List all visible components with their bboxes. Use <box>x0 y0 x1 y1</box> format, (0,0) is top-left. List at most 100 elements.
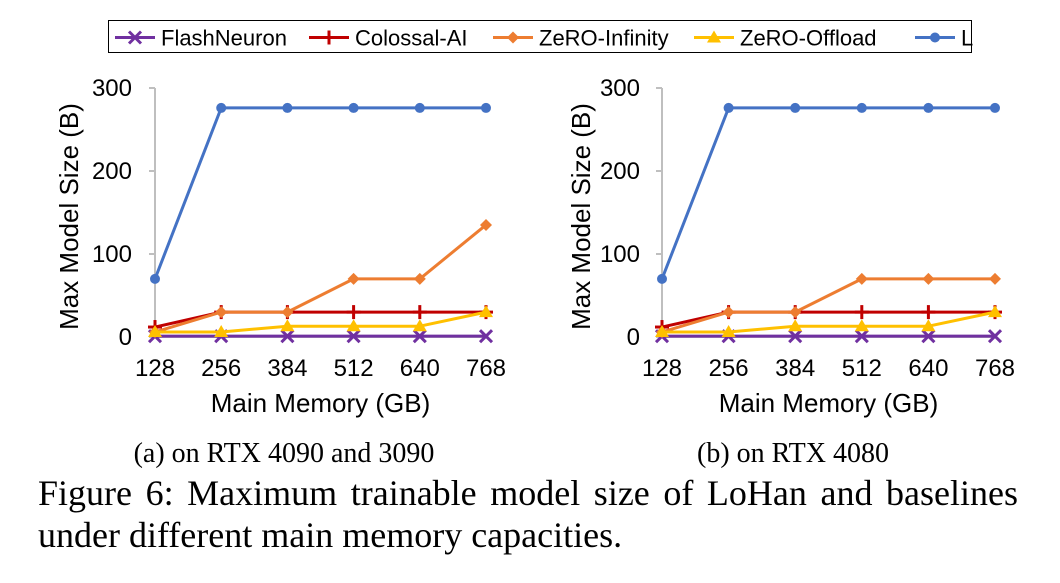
data-point <box>479 305 493 318</box>
legend-label: FlashNeuron <box>161 26 287 51</box>
x-tick-label: 128 <box>135 355 175 382</box>
data-point <box>854 329 869 344</box>
data-point <box>722 306 735 319</box>
data-point <box>989 272 1001 285</box>
data-point <box>348 102 359 113</box>
data-point <box>988 305 1002 318</box>
series-line <box>662 310 996 334</box>
x-tick-label: 640 <box>908 355 948 382</box>
data-point <box>923 102 934 113</box>
data-point <box>921 305 936 320</box>
chart-panel-a: 0 100 200 300 128 256 384 512 640 768 Main Memory … <box>54 75 506 469</box>
legend-label: ZeRO-Infinity <box>539 26 669 51</box>
y-tick-label: 300 <box>92 75 132 102</box>
data-point <box>990 102 1000 113</box>
series-lohan <box>657 102 1000 284</box>
data-point <box>655 325 669 338</box>
legend: FlashNeuron Colossal-AI ZeRO-Infinity ZeRO-… <box>108 20 973 53</box>
legend-label: ZeRO-Offload <box>740 26 877 51</box>
data-point <box>282 102 293 113</box>
x-tick-label: 512 <box>842 355 882 382</box>
legend-item-lohan: LoHan <box>915 26 973 51</box>
data-point <box>150 273 160 284</box>
data-point <box>346 329 361 344</box>
y-tick-label: 0 <box>119 324 132 351</box>
data-point <box>921 319 936 332</box>
data-point <box>788 329 803 344</box>
data-point <box>921 329 936 344</box>
series-line <box>660 106 995 280</box>
data-point <box>721 325 736 338</box>
charts: 0 100 200 300 128 256 384 512 640 768 Main Memory … <box>54 75 1015 469</box>
x-tick-label: 256 <box>709 355 749 382</box>
series-line <box>661 277 995 334</box>
x-tick-label: 768 <box>975 355 1015 382</box>
legend-item-zero-offload: ZeRO-Offload <box>694 26 877 51</box>
legend-label: Colossal-AI <box>355 26 467 51</box>
data-point <box>214 325 229 338</box>
data-point <box>216 102 227 113</box>
data-point <box>480 218 492 231</box>
data-point <box>856 102 867 113</box>
series-zero-infinity <box>149 218 492 339</box>
x-tick-label: 384 <box>267 355 307 382</box>
y-tick-label: 100 <box>600 241 640 268</box>
data-point <box>854 305 869 320</box>
data-point <box>215 306 228 319</box>
data-point <box>347 272 360 285</box>
series-line <box>155 310 487 334</box>
circle-marker <box>930 32 940 43</box>
x-tick-label: 256 <box>201 355 241 382</box>
triangle-marker <box>707 30 721 43</box>
chart-panel-b: 0 100 200 300 128 256 384 512 640 768 Main Memory … <box>566 75 1015 469</box>
y-tick-label: 0 <box>627 324 640 351</box>
data-point <box>412 305 427 320</box>
figure-caption: Figure 6: Maximum trainable model size o… <box>38 473 1018 555</box>
data-point <box>478 329 494 344</box>
y-axis-label: Max Model Size (B) <box>566 103 596 330</box>
data-point <box>413 272 426 285</box>
y-tick-label: 100 <box>92 241 132 268</box>
y-tick-label: 300 <box>600 75 640 102</box>
chart-subtitle: (a) on RTX 4090 and 3090 <box>134 438 435 469</box>
plus-marker <box>322 30 336 45</box>
data-point <box>412 329 427 344</box>
y-tick-label: 200 <box>92 158 132 185</box>
data-point <box>790 102 801 113</box>
data-point <box>922 272 935 285</box>
data-point <box>281 306 294 319</box>
data-point <box>855 272 868 285</box>
x-tick-label: 640 <box>400 355 440 382</box>
legend-label: LoHan <box>961 26 973 51</box>
data-point <box>854 319 869 332</box>
x-tick-label: 128 <box>642 355 682 382</box>
data-point <box>723 102 734 113</box>
series-zero-offload <box>655 305 1002 338</box>
data-point <box>414 102 425 113</box>
data-point <box>657 273 667 284</box>
legend-entries: FlashNeuron Colossal-AI ZeRO-Infinity ZeRO-… <box>115 26 973 51</box>
x-marker <box>127 30 143 45</box>
legend-item-colossal-ai: Colossal-AI <box>309 26 467 51</box>
series-lohan <box>150 102 491 284</box>
y-axis-label: Max Model Size (B) <box>54 103 84 330</box>
data-point <box>987 329 1003 344</box>
x-axis-label: Main Memory (GB) <box>719 388 939 418</box>
x-axis-label: Main Memory (GB) <box>211 388 431 418</box>
data-point <box>412 319 427 332</box>
data-point <box>789 306 802 319</box>
y-tick-label: 200 <box>600 158 640 185</box>
diamond-marker <box>507 31 519 44</box>
data-point <box>148 325 162 338</box>
series-zero-offload <box>148 305 493 338</box>
series-zero-infinity <box>656 272 1001 339</box>
data-point <box>481 102 491 113</box>
data-point <box>280 319 295 332</box>
series-line <box>153 106 486 280</box>
chart-subtitle: (b) on RTX 4080 <box>697 438 889 469</box>
legend-item-zero-infinity: ZeRO-Infinity <box>493 26 669 51</box>
x-tick-label: 768 <box>466 355 506 382</box>
data-point <box>346 305 361 320</box>
series-line <box>154 223 487 334</box>
